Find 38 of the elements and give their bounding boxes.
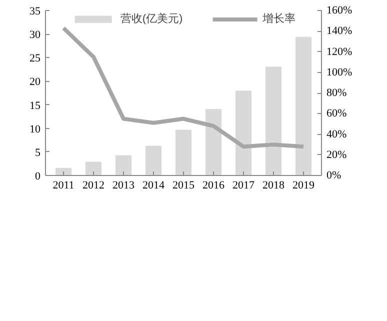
y2-tick-label: 80% <box>326 87 347 99</box>
y2-tick-label: 40% <box>326 128 347 140</box>
x-tick-label: 2016 <box>202 180 225 192</box>
y2-tick-label: 160% <box>326 4 352 16</box>
x-tick-label: 2013 <box>112 180 135 192</box>
bar <box>86 162 102 176</box>
x-tick-label: 2012 <box>82 180 104 192</box>
bar <box>206 109 222 176</box>
legend-label: 增长率 <box>262 12 296 26</box>
y-tick-label: 5 <box>35 146 41 159</box>
bar <box>176 130 192 176</box>
bar <box>116 155 132 176</box>
x-tick-label: 2014 <box>142 180 165 192</box>
x-tick-label: 2011 <box>52 180 74 192</box>
y2-tick-label: 60% <box>326 108 347 120</box>
x-tick-label: 2015 <box>172 180 195 192</box>
y2-tick-label: 120% <box>326 46 352 58</box>
bar <box>296 36 312 176</box>
bar <box>236 90 252 176</box>
y2-tick-label: 20% <box>326 148 347 161</box>
x-tick-label: 2019 <box>292 180 315 192</box>
y-tick-label: 10 <box>30 123 41 136</box>
y-tick-label: 20 <box>30 76 41 88</box>
line-series <box>62 26 306 149</box>
x-tick-label: 2017 <box>232 180 255 192</box>
y-tick-label: 25 <box>30 52 41 65</box>
y2-tick-label: 140% <box>326 25 352 38</box>
y-tick-label: 0 <box>35 170 41 182</box>
bar <box>266 66 282 176</box>
y2-tick-label: 100% <box>326 66 352 78</box>
legend-label: 营收(亿美元) <box>120 12 183 26</box>
y-tick-label: 15 <box>30 100 41 112</box>
y2-tick-label: 0% <box>326 170 342 182</box>
bar <box>56 168 72 176</box>
y-tick-label: 35 <box>30 6 41 18</box>
bar <box>146 146 162 176</box>
x-tick-label: 2018 <box>262 180 285 192</box>
y-tick-label: 30 <box>30 29 41 42</box>
